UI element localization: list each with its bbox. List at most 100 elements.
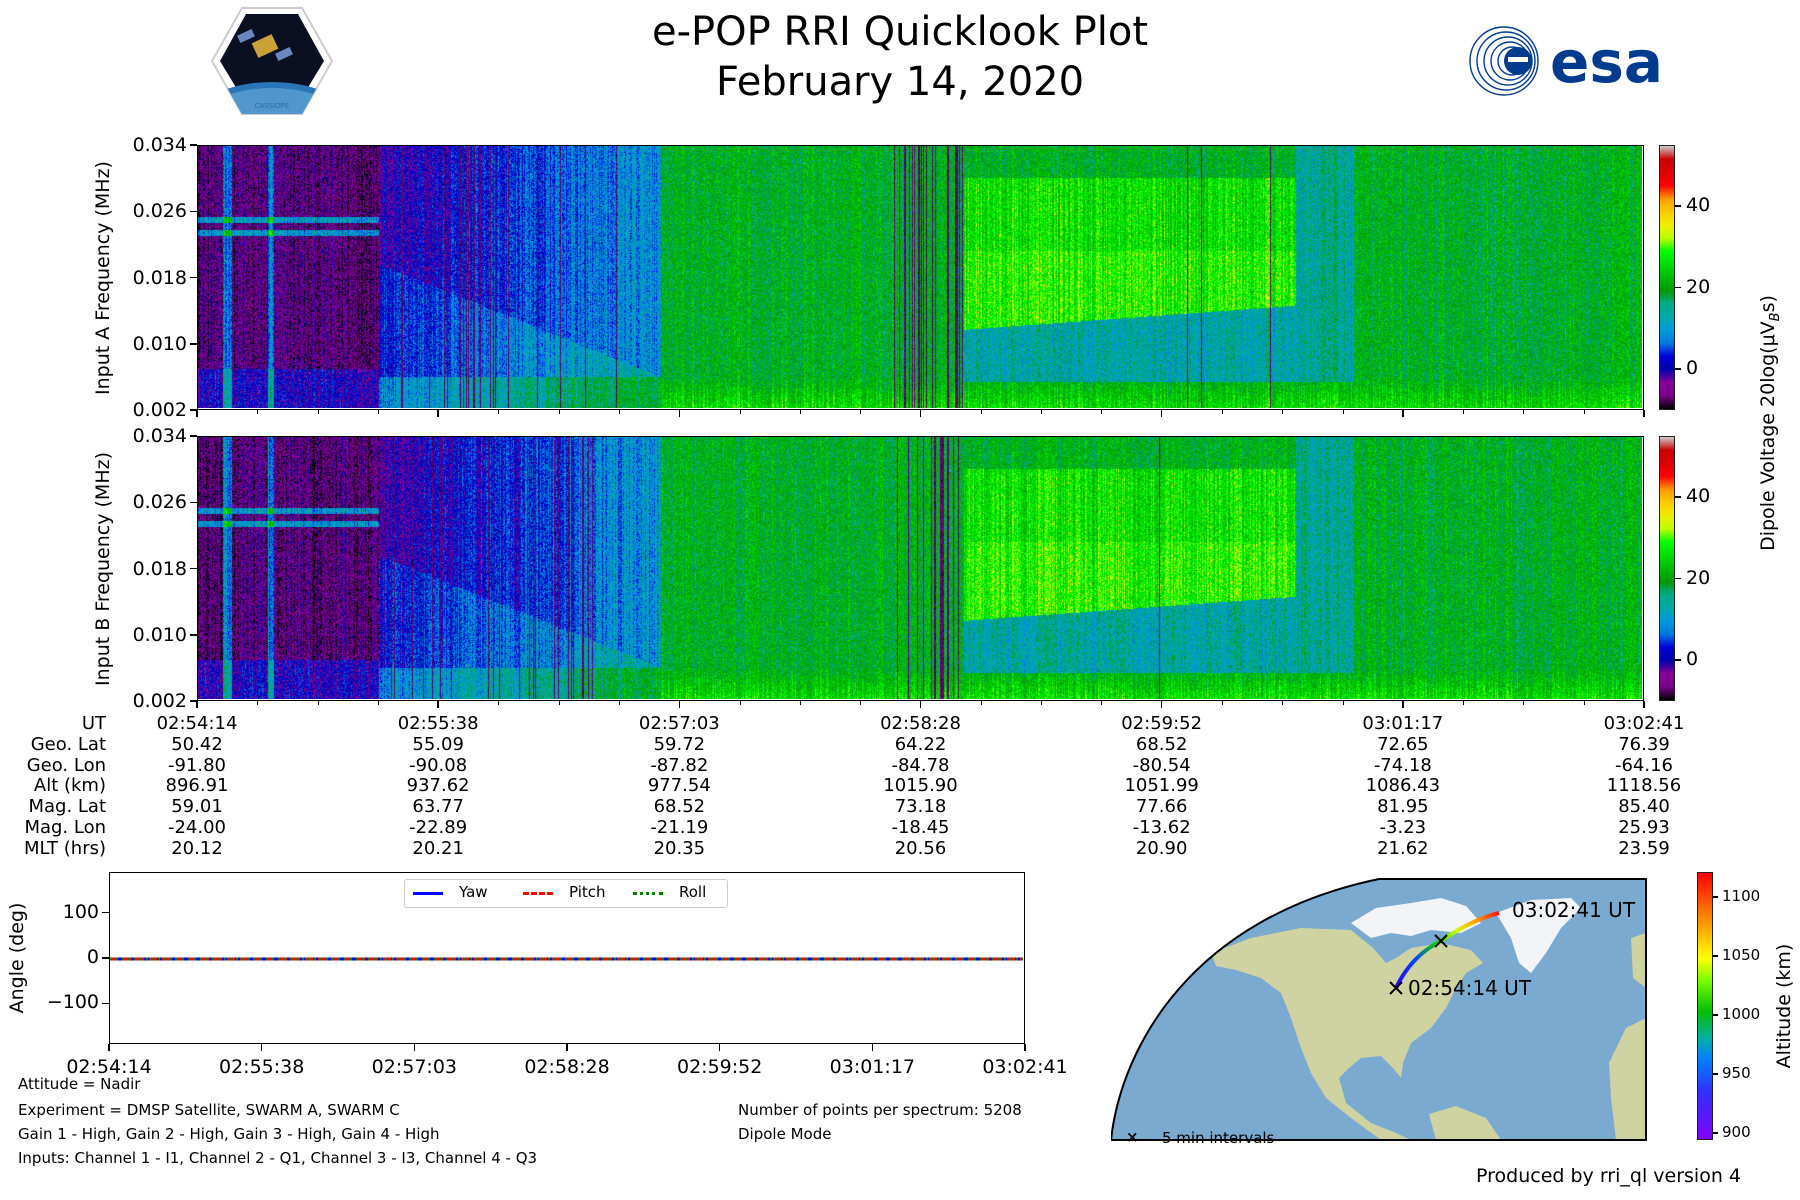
roll-legend-swatch xyxy=(633,892,663,895)
y-tick xyxy=(102,957,109,959)
table-cell: 896.91 xyxy=(165,775,229,796)
x-tick-label: 02:59:52 xyxy=(676,1056,763,1078)
table-cell: -13.62 xyxy=(1132,817,1191,838)
x-minor-tick xyxy=(1583,701,1585,705)
x-minor-tick xyxy=(739,701,741,705)
y-tick-label: 0.018 xyxy=(132,266,187,289)
points-info: Number of points per spectrum: 5208 xyxy=(738,1101,1022,1119)
track-end-label: 03:02:41 UT xyxy=(1512,898,1636,922)
y-tick-label: 0.034 xyxy=(132,425,187,447)
x-minor-tick xyxy=(1101,410,1103,414)
y-tick xyxy=(190,276,197,279)
colorbar-tick-label: 20 xyxy=(1686,566,1711,589)
map-land-greenland xyxy=(1496,898,1581,973)
table-cell: 23.59 xyxy=(1618,838,1670,859)
x-minor-tick xyxy=(980,410,982,414)
altitude-tick-label: 1000 xyxy=(1722,1004,1761,1023)
table-cell: 20.56 xyxy=(894,838,947,859)
gain-info: Gain 1 - High, Gain 2 - High, Gain 3 - H… xyxy=(18,1125,440,1143)
x-tick-label: 03:01:17 xyxy=(829,1056,915,1078)
table-row-label: Mag. Lon xyxy=(24,817,106,838)
table-cell: 1118.56 xyxy=(1606,775,1682,796)
y-tick xyxy=(190,435,197,437)
x-minor-tick xyxy=(799,410,801,414)
table-cell: 85.40 xyxy=(1618,796,1670,817)
x-minor-tick xyxy=(1221,410,1223,414)
table-cell: -87.82 xyxy=(650,755,709,776)
map-land-africa xyxy=(1609,1018,1646,1140)
svg-text:esa: esa xyxy=(1550,28,1663,96)
y-tick xyxy=(190,634,197,636)
y-tick xyxy=(190,567,197,570)
table-row-label: Geo. Lon xyxy=(26,755,106,776)
colorbar-tick xyxy=(1675,286,1681,289)
y-tick-label: 0.026 xyxy=(132,491,187,514)
table-cell: -84.78 xyxy=(891,755,950,776)
y-tick xyxy=(190,144,197,146)
y-tick xyxy=(102,911,109,914)
spectrogram-b-colorbar xyxy=(1659,436,1675,701)
x-tick xyxy=(413,1044,416,1051)
table-cell: 81.95 xyxy=(1377,796,1429,817)
attitude-legend: Yaw Pitch Roll xyxy=(404,879,728,908)
x-tick xyxy=(1643,410,1645,417)
x-tick xyxy=(1024,1044,1026,1051)
table-cell: -21.19 xyxy=(650,817,709,838)
table-time-cell: 02:55:38 xyxy=(397,713,479,734)
interval-marker-5min xyxy=(1434,934,1448,948)
table-cell: -74.18 xyxy=(1373,755,1432,776)
y-tick xyxy=(190,700,197,702)
y-tick-label: 0 xyxy=(86,946,99,968)
interval-marker-start xyxy=(1389,981,1403,995)
table-cell: 937.62 xyxy=(406,775,470,796)
table-cell: -24.00 xyxy=(167,817,227,838)
pitch-legend-label: Pitch xyxy=(569,883,606,901)
x-minor-tick xyxy=(498,410,500,414)
x-minor-tick xyxy=(799,701,801,705)
y-tick-label: 0.018 xyxy=(132,557,187,580)
y-tick-label: −100 xyxy=(46,991,99,1014)
table-time-cell: 02:54:14 xyxy=(156,713,238,734)
x-tick xyxy=(1160,410,1163,417)
map-frame xyxy=(1109,878,1647,1141)
x-tick xyxy=(678,410,681,417)
table-cell: 72.65 xyxy=(1377,734,1429,755)
x-tick xyxy=(1643,701,1645,708)
y-tick xyxy=(102,1002,109,1004)
map-land-arctic-islands xyxy=(1351,898,1481,938)
altitude-colorbar-label: Altitude (km) xyxy=(1773,943,1795,1069)
mode-info: Dipole Mode xyxy=(738,1125,832,1143)
altitude-colorbar xyxy=(1697,872,1713,1140)
map-land-north-america xyxy=(1211,928,1483,1140)
table-row-label: Alt (km) xyxy=(33,775,106,796)
y-tick xyxy=(190,409,197,411)
pitch-legend-swatch xyxy=(523,892,553,895)
y-axis-label: Angle (deg) xyxy=(6,902,28,1014)
x-minor-tick xyxy=(1523,410,1525,414)
plot-title: e-POP RRI Quicklook Plot xyxy=(651,9,1148,55)
table-time-cell: 02:59:52 xyxy=(1121,713,1203,734)
x-minor-tick xyxy=(257,701,259,705)
roll-legend-label: Roll xyxy=(679,883,707,901)
x-minor-tick xyxy=(317,410,319,414)
x-minor-tick xyxy=(739,410,741,414)
table-cell: -22.89 xyxy=(409,817,468,838)
experiment-info: Experiment = DMSP Satellite, SWARM A, SW… xyxy=(18,1101,400,1119)
table-cell: 55.09 xyxy=(412,734,464,755)
x-minor-tick xyxy=(377,701,379,705)
x-minor-tick xyxy=(558,701,560,705)
map-land-europe xyxy=(1631,933,1646,988)
y-tick xyxy=(190,210,197,212)
spectrogram-image xyxy=(198,437,1642,699)
x-tick xyxy=(1402,410,1404,417)
table-cell: -90.08 xyxy=(409,755,468,776)
table-cell: 1015.90 xyxy=(883,775,958,796)
x-tick-label: 02:55:38 xyxy=(218,1056,305,1078)
colorbar-label-tail: s) xyxy=(1757,295,1780,313)
y-tick-label: 0.010 xyxy=(132,623,187,646)
table-cell: -91.80 xyxy=(167,755,227,776)
table-cell: 977.54 xyxy=(647,775,711,796)
table-cell: 59.01 xyxy=(171,796,223,817)
table-cell: -18.45 xyxy=(891,817,950,838)
x-tick xyxy=(196,701,198,708)
